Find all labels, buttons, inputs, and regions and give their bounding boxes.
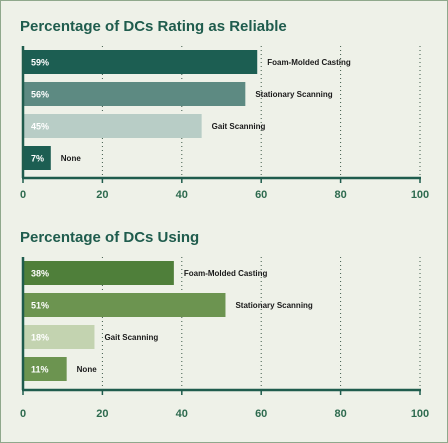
value-label: 11% bbox=[31, 365, 49, 375]
value-label: 7% bbox=[31, 154, 44, 164]
chart-using: Percentage of DCs Using 38% Foam-Molded C… bbox=[20, 229, 429, 420]
category-label: Gait Scanning bbox=[104, 333, 158, 342]
value-label: 38% bbox=[31, 269, 49, 279]
tick-label: 40 bbox=[176, 408, 188, 420]
bar bbox=[23, 357, 67, 381]
chart-title: Percentage of DCs Using bbox=[20, 229, 199, 246]
value-label: 45% bbox=[31, 122, 49, 132]
tick-label: 0 bbox=[20, 189, 26, 201]
value-label: 51% bbox=[31, 301, 49, 311]
category-label: Foam-Molded Casting bbox=[184, 269, 268, 278]
tick-label: 20 bbox=[96, 408, 108, 420]
chart-reliable: Percentage of DCs Rating as Reliable 59%… bbox=[20, 18, 429, 201]
tick-label: 60 bbox=[255, 189, 267, 201]
bar bbox=[23, 50, 258, 74]
bar bbox=[23, 114, 202, 138]
category-label: Foam-Molded Casting bbox=[267, 58, 351, 67]
chart-title: Percentage of DCs Rating as Reliable bbox=[20, 18, 287, 35]
value-label: 18% bbox=[31, 333, 49, 343]
bar bbox=[23, 293, 226, 317]
tick-label: 20 bbox=[96, 189, 108, 201]
category-label: Stationary Scanning bbox=[235, 301, 312, 310]
tick-label: 80 bbox=[334, 189, 346, 201]
category-label: Stationary Scanning bbox=[255, 90, 332, 99]
value-label: 59% bbox=[31, 58, 49, 68]
tick-label: 100 bbox=[411, 408, 429, 420]
bar bbox=[23, 146, 51, 170]
bar bbox=[23, 82, 246, 106]
tick-label: 60 bbox=[255, 408, 267, 420]
category-label: None bbox=[61, 154, 82, 163]
tick-label: 0 bbox=[20, 408, 26, 420]
tick-label: 40 bbox=[176, 189, 188, 201]
tick-label: 100 bbox=[411, 189, 429, 201]
category-label: None bbox=[77, 365, 98, 374]
bar bbox=[23, 261, 174, 285]
value-label: 56% bbox=[31, 90, 49, 100]
bar bbox=[23, 325, 95, 349]
tick-label: 80 bbox=[334, 408, 346, 420]
category-label: Gait Scanning bbox=[212, 122, 266, 131]
